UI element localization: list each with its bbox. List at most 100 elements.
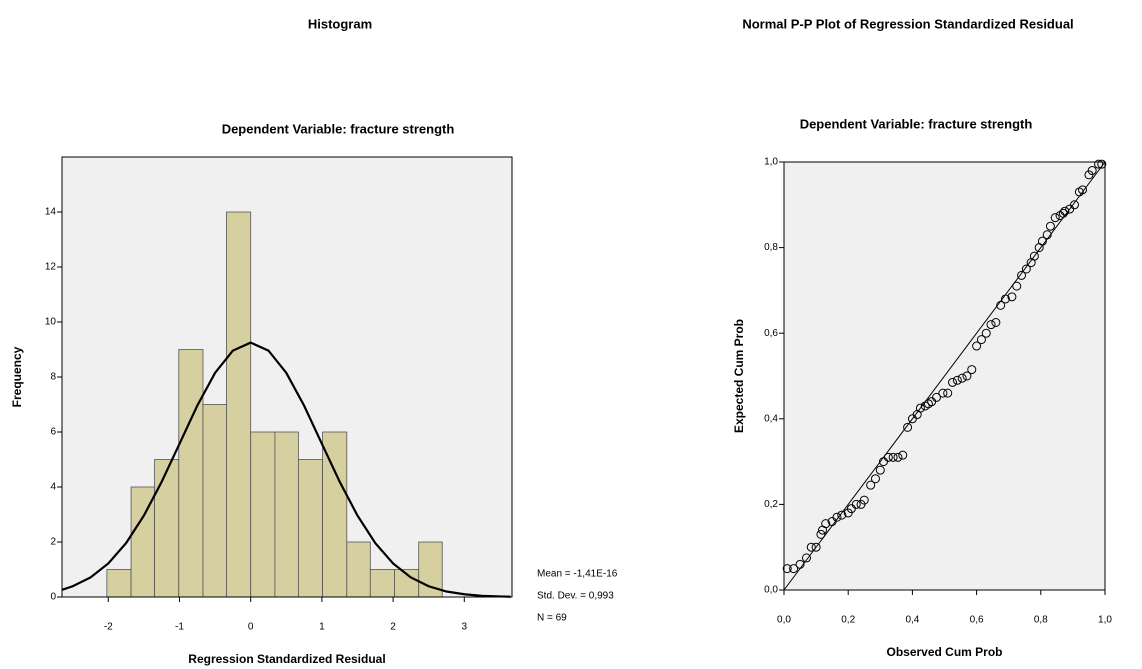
y-tick-label: 8: [50, 372, 56, 383]
bar: [346, 541, 371, 598]
point: [888, 452, 898, 462]
plot-frame: [61, 156, 513, 598]
y-tick-label: 12: [45, 262, 57, 273]
x-tick-label: 0,0: [777, 615, 791, 626]
point: [938, 388, 948, 398]
point: [811, 542, 821, 552]
point: [996, 300, 1006, 310]
stats-annotation: Std. Dev. = 0,993: [537, 591, 614, 602]
point: [1078, 185, 1088, 195]
x-tick-label: 2: [390, 622, 396, 633]
point: [832, 512, 842, 522]
reference-line: [783, 161, 1106, 591]
x-tick-label: 0: [248, 622, 254, 633]
chart-subtitle: Dependent Variable: fracture strength: [800, 116, 1033, 131]
point: [976, 335, 986, 345]
chart-title: Histogram: [308, 16, 372, 31]
x-tick-label: -1: [175, 622, 184, 633]
point: [816, 529, 826, 539]
x-tick-label: 0,6: [970, 615, 984, 626]
x-tick-label: 1,0: [1098, 615, 1112, 626]
point: [1087, 166, 1097, 176]
y-tick-label: 0,0: [764, 585, 778, 596]
bar: [226, 211, 252, 598]
y-tick-label: 6: [50, 427, 56, 438]
bar: [106, 569, 132, 598]
point: [991, 318, 1001, 327]
point: [806, 542, 816, 552]
bar: [178, 349, 204, 598]
point: [1045, 221, 1055, 231]
point: [837, 510, 847, 520]
point: [1037, 236, 1047, 246]
x-tick-label: 0,4: [905, 615, 919, 626]
point: [801, 553, 811, 563]
bar: [202, 404, 227, 598]
y-tick-label: 0: [50, 592, 56, 603]
y-tick-label: 10: [45, 317, 57, 328]
bar: [274, 431, 299, 598]
y-tick-label: 1,0: [764, 157, 778, 168]
point: [1017, 270, 1027, 280]
point: [883, 452, 893, 462]
x-tick-label: 3: [462, 622, 468, 633]
y-axis-label: Expected Cum Prob: [732, 319, 746, 433]
bar: [154, 459, 180, 598]
point: [1050, 213, 1060, 223]
point: [1058, 208, 1068, 218]
x-tick-label: 1: [319, 622, 325, 633]
x-tick-label: 0,8: [1034, 615, 1048, 626]
point: [981, 328, 991, 338]
point: [1000, 294, 1010, 304]
point: [1070, 200, 1080, 210]
point: [962, 371, 972, 381]
x-tick-label: -2: [104, 622, 113, 633]
point: [972, 341, 982, 351]
y-axis-label: Frequency: [10, 346, 24, 407]
bar: [369, 569, 395, 598]
y-tick-label: 0,4: [764, 413, 778, 424]
point: [866, 480, 876, 490]
point: [1012, 281, 1022, 291]
y-tick-label: 0,8: [764, 242, 778, 253]
point: [903, 422, 913, 432]
point: [795, 559, 805, 569]
point: [851, 499, 861, 509]
point: [957, 373, 967, 383]
point: [915, 403, 925, 413]
y-tick-label: 14: [45, 207, 57, 218]
bar: [250, 431, 276, 598]
point: [1097, 159, 1107, 169]
chart-subtitle: Dependent Variable: fracture strength: [222, 121, 455, 136]
point: [943, 388, 953, 398]
y-tick-label: 0,2: [764, 499, 778, 510]
point: [782, 564, 792, 574]
point: [967, 365, 977, 375]
y-tick-label: 4: [50, 482, 56, 493]
point: [931, 392, 941, 402]
point: [952, 375, 962, 385]
bar: [297, 459, 324, 598]
stats-annotation: N = 69: [537, 613, 567, 624]
x-tick-label: 0,2: [841, 615, 855, 626]
point: [821, 519, 831, 529]
stats-annotation: Mean = -1,41E-16: [537, 569, 618, 580]
point: [1007, 292, 1017, 302]
y-tick-label: 0,6: [764, 328, 778, 339]
point: [1042, 230, 1052, 240]
point: [789, 564, 799, 574]
point: [898, 450, 908, 460]
point: [893, 452, 903, 462]
bar: [322, 431, 348, 598]
plot-frame: [783, 161, 1106, 591]
x-axis-label: Observed Cum Prob: [886, 645, 1002, 659]
point: [1094, 159, 1104, 169]
x-axis-label: Regression Standardized Residual: [188, 652, 385, 666]
point: [1021, 264, 1031, 274]
point: [859, 495, 869, 505]
point: [1060, 206, 1070, 216]
point: [1029, 251, 1039, 261]
y-tick-label: 2: [50, 537, 56, 548]
point: [870, 474, 880, 484]
